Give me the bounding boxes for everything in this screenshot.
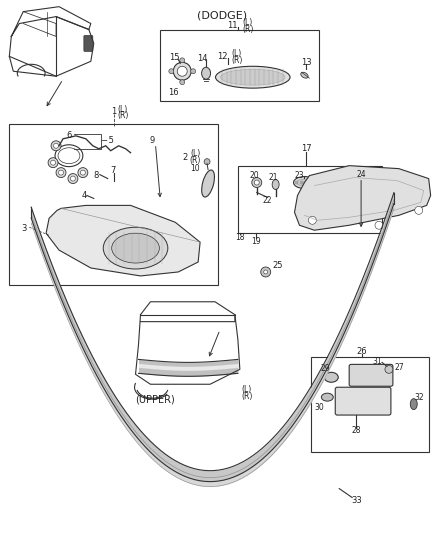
Text: 11: 11	[227, 21, 238, 30]
Circle shape	[204, 159, 210, 165]
Text: (R): (R)	[241, 392, 253, 401]
Circle shape	[78, 168, 88, 177]
Text: (DODGE): (DODGE)	[197, 11, 247, 21]
Circle shape	[177, 66, 187, 76]
Circle shape	[385, 365, 393, 373]
Text: 22: 22	[263, 196, 272, 205]
Text: 24: 24	[356, 170, 366, 179]
Text: 10: 10	[191, 164, 200, 173]
Text: 8: 8	[93, 171, 99, 180]
Circle shape	[300, 181, 303, 184]
Ellipse shape	[410, 399, 417, 409]
Text: 25: 25	[272, 261, 283, 270]
Circle shape	[48, 158, 58, 168]
Ellipse shape	[220, 69, 285, 85]
Polygon shape	[294, 166, 431, 230]
Circle shape	[191, 69, 196, 74]
Polygon shape	[46, 205, 200, 276]
Ellipse shape	[201, 67, 211, 79]
Text: 20: 20	[250, 171, 260, 180]
Text: 9: 9	[150, 136, 155, 146]
Ellipse shape	[272, 180, 279, 190]
Circle shape	[254, 180, 259, 185]
Circle shape	[180, 80, 185, 85]
Text: (L): (L)	[243, 18, 253, 27]
Text: (R): (R)	[242, 25, 254, 34]
Bar	[9, 124, 218, 285]
Text: 16: 16	[168, 87, 179, 96]
Circle shape	[71, 176, 75, 181]
Circle shape	[59, 170, 64, 175]
Circle shape	[308, 216, 316, 224]
Text: 1: 1	[111, 108, 117, 117]
Circle shape	[264, 270, 268, 274]
FancyBboxPatch shape	[84, 36, 93, 51]
Text: 27: 27	[394, 363, 404, 372]
Text: 29: 29	[321, 364, 330, 373]
Circle shape	[252, 177, 262, 188]
Text: 30: 30	[314, 402, 324, 411]
Circle shape	[375, 221, 383, 229]
Circle shape	[311, 181, 314, 184]
Text: (L): (L)	[190, 149, 200, 158]
Circle shape	[81, 170, 85, 175]
Bar	[238, 166, 382, 233]
Text: ─ 5: ─ 5	[101, 136, 113, 146]
Circle shape	[295, 181, 298, 184]
Text: 4: 4	[81, 191, 86, 200]
Ellipse shape	[321, 393, 333, 401]
Text: 3: 3	[21, 224, 27, 233]
Circle shape	[56, 168, 66, 177]
Circle shape	[415, 206, 423, 214]
Text: 14: 14	[197, 54, 207, 63]
Circle shape	[261, 267, 271, 277]
Circle shape	[51, 141, 61, 151]
Text: 32: 32	[414, 393, 424, 402]
Text: (R): (R)	[231, 56, 243, 65]
Text: 6: 6	[66, 131, 72, 140]
Circle shape	[68, 174, 78, 183]
Bar	[311, 358, 429, 452]
Text: 13: 13	[301, 58, 312, 67]
Text: (L): (L)	[242, 385, 252, 394]
Text: 2: 2	[183, 153, 188, 162]
Text: 19: 19	[251, 237, 261, 246]
Text: 26: 26	[357, 347, 367, 356]
Text: 31: 31	[372, 357, 382, 366]
Circle shape	[50, 160, 56, 165]
Text: (R): (R)	[117, 111, 128, 120]
Circle shape	[53, 143, 59, 148]
Ellipse shape	[293, 176, 315, 189]
Text: 23: 23	[295, 171, 304, 180]
Ellipse shape	[103, 227, 168, 269]
Text: (L): (L)	[232, 49, 242, 58]
Text: 17: 17	[301, 144, 312, 154]
Ellipse shape	[112, 233, 159, 263]
Text: 18: 18	[235, 233, 244, 241]
FancyBboxPatch shape	[335, 387, 391, 415]
Text: 33: 33	[352, 496, 363, 505]
Text: (L): (L)	[117, 104, 128, 114]
Ellipse shape	[324, 373, 338, 382]
Text: 15: 15	[169, 53, 180, 62]
Bar	[160, 29, 319, 101]
Ellipse shape	[301, 72, 308, 78]
Text: 7: 7	[110, 166, 115, 175]
Text: 21: 21	[269, 173, 279, 182]
Ellipse shape	[297, 179, 312, 186]
Text: (R): (R)	[190, 156, 201, 165]
Circle shape	[173, 62, 191, 80]
Text: 12: 12	[217, 52, 228, 61]
Circle shape	[169, 69, 174, 74]
Text: 28: 28	[351, 426, 361, 435]
Text: (UPPER): (UPPER)	[135, 394, 175, 404]
FancyBboxPatch shape	[349, 365, 393, 386]
Ellipse shape	[215, 66, 290, 88]
Ellipse shape	[201, 170, 215, 197]
Circle shape	[180, 58, 185, 63]
Circle shape	[306, 181, 309, 184]
